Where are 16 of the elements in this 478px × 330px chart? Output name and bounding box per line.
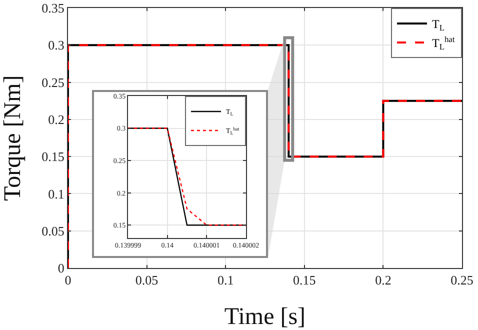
x-tick-label: 0.05 bbox=[135, 272, 158, 288]
x-axis-title: Time [s] bbox=[224, 304, 306, 330]
y-tick-label: 0.35 bbox=[42, 0, 64, 16]
y-tick-label: 0.15 bbox=[42, 149, 64, 164]
y-tick-label: 0.3 bbox=[48, 38, 64, 53]
x-tick-label: 0.1 bbox=[217, 272, 234, 288]
x-tick-label: 0.15 bbox=[293, 272, 316, 288]
y-tick-label: 0.1 bbox=[48, 186, 64, 202]
y-tick-label: 0.05 bbox=[42, 223, 64, 238]
y-tick-label: 0 bbox=[58, 260, 64, 276]
x-tick-label: 0.25 bbox=[450, 272, 474, 288]
y-tick-label: 0.2 bbox=[48, 112, 64, 127]
y-tick-label: 0.25 bbox=[42, 74, 64, 90]
y-axis-title: Torque [Nm] bbox=[0, 75, 26, 201]
x-tick-label: 0.2 bbox=[375, 272, 392, 288]
legend-label: T$_{L}$ bbox=[432, 17, 444, 33]
